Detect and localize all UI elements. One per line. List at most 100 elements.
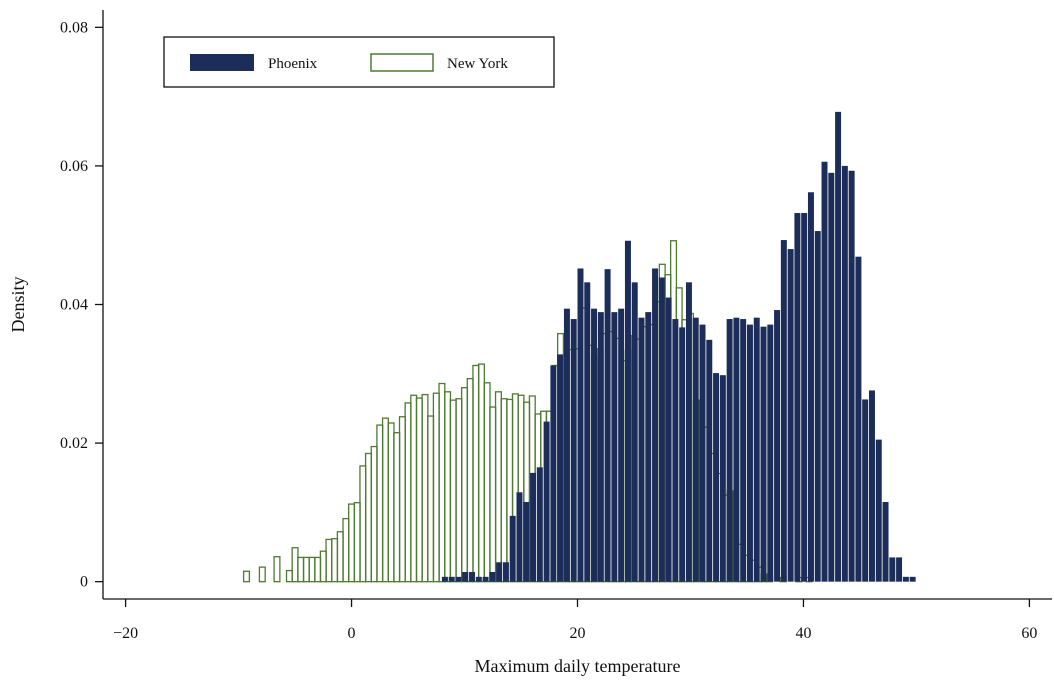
phoenix-bar [550,365,557,582]
phoenix-bar [638,317,645,582]
phoenix-bar [699,324,706,582]
x-tick-label: 0 [348,625,356,642]
phoenix-bar [516,492,523,582]
phoenix-bar [875,439,882,582]
new-york-bar [359,465,367,583]
phoenix-bar [726,319,733,582]
new-york-bar [393,432,401,583]
phoenix-bar [489,571,496,582]
phoenix-bar [746,324,753,582]
new-york-bar [308,556,316,583]
x-tick-label: −20 [113,625,138,642]
phoenix-bar [794,213,801,582]
phoenix-bar [821,161,828,582]
phoenix-bar [543,421,550,582]
new-york-bar [449,399,457,583]
phoenix-bar [448,576,455,582]
new-york-bar [242,570,251,583]
phoenix-bar [591,308,598,582]
phoenix-bar [685,282,692,582]
phoenix-bar [882,501,889,582]
phoenix-bar [618,308,625,582]
phoenix-bar [570,319,577,582]
x-axis-title: Maximum daily temperature [475,656,681,676]
phoenix-bar [455,576,462,582]
phoenix-bar [848,170,855,582]
new-york-bar [364,452,373,583]
new-york-bar [314,556,322,583]
new-york-bar [291,547,299,583]
phoenix-bar [733,317,740,582]
phoenix-bar [652,268,659,582]
legend: Phoenix New York [163,36,555,88]
phoenix-bar [597,312,604,582]
new-york-bar [273,556,281,583]
new-york-bar [415,397,423,583]
phoenix-bar [713,373,720,582]
phoenix-bar [631,282,638,582]
legend-label-phoenix: Phoenix [268,56,318,72]
phoenix-bar [672,319,679,582]
y-tick-label: 0.02 [60,435,88,452]
phoenix-bar [767,324,774,582]
phoenix-bar [862,399,869,582]
new-york-bar [460,386,469,583]
phoenix-bar [577,268,584,582]
phoenix-bar [780,240,787,582]
new-york-bar [444,391,452,583]
new-york-bar [427,415,435,583]
new-york-bar [494,391,502,583]
phoenix-bar [740,319,747,582]
legend-swatch-new-york [370,53,434,72]
y-axis-title: Density [8,277,28,333]
x-tick-label: 20 [570,625,586,642]
phoenix-bar [523,501,530,582]
new-york-bar [489,406,497,583]
phoenix-bar [502,562,509,582]
phoenix-bar [584,282,591,582]
x-tick-label: 40 [795,625,811,642]
phoenix-bar [624,240,631,582]
new-york-bar [285,569,293,583]
y-tick-label: 0.06 [60,158,88,175]
y-tick-label: 0.04 [60,297,88,314]
new-york-bar [348,503,356,583]
new-york-bar [376,424,384,583]
phoenix-bar [753,317,760,582]
phoenix-bar [509,515,516,582]
phoenix-bar [645,312,652,582]
new-york-bar [331,538,339,583]
phoenix-bar [658,277,665,582]
phoenix-bar [679,327,686,582]
new-york-bar [398,416,406,583]
new-york-bar [500,398,508,583]
new-york-bar [302,556,310,583]
new-york-bar [353,502,361,583]
new-york-bar [404,402,412,583]
phoenix-bar [665,297,672,582]
new-york-bar [370,445,378,583]
phoenix-bar [706,339,713,582]
new-york-bar [325,538,333,583]
legend-swatch-phoenix [190,54,254,71]
new-york-bar [381,417,389,583]
phoenix-bar [909,576,916,582]
phoenix-bar [760,326,767,582]
phoenix-bar [801,213,808,582]
y-tick-label: 0.08 [60,19,88,36]
phoenix-bar [828,172,835,582]
phoenix-bar [530,472,537,582]
new-york-bar [410,394,418,583]
new-york-bar [387,422,395,583]
new-york-bar [466,377,474,583]
legend-label-new-york: New York [447,56,508,72]
new-york-bar [258,566,266,583]
axes-layer: 0 0.02 0.04 0.06 0.08 −20 0 20 40 60 Maximum daily… [8,10,1052,676]
phoenix-bar [855,256,862,582]
new-york-bar [342,517,350,583]
y-tick-label: 0 [80,574,88,591]
phoenix-bar [557,354,564,582]
phoenix-bar [469,571,476,582]
